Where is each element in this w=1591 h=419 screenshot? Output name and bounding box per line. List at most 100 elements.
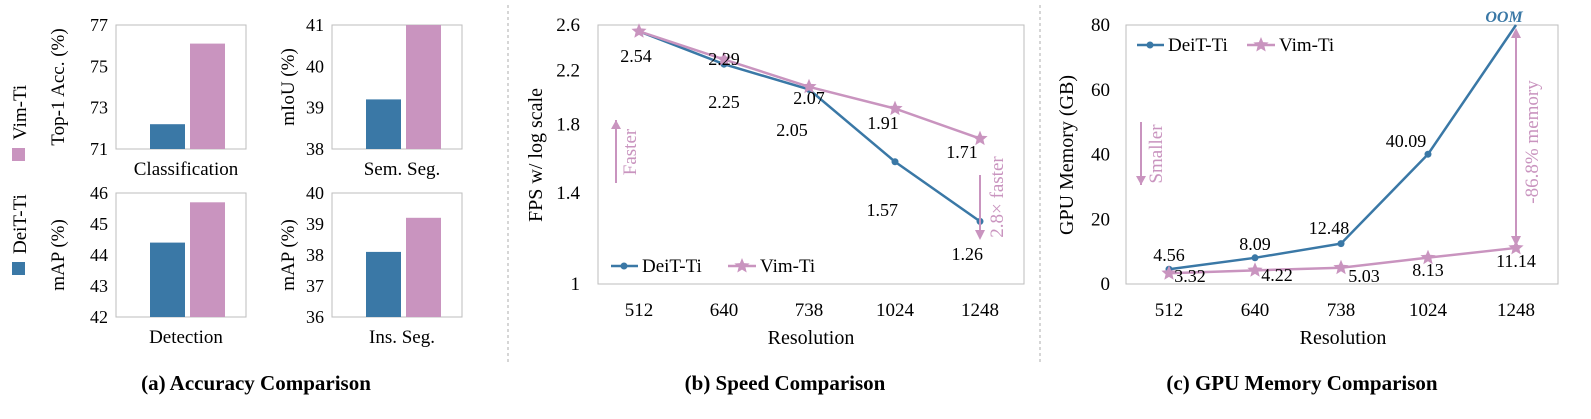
caption-c: (c) GPU Memory Comparison (1166, 371, 1438, 395)
legend-marker-deit (1146, 41, 1154, 49)
y-tick-label: 38 (306, 139, 324, 159)
data-label-vim: 5.03 (1348, 266, 1380, 286)
point-vim (1420, 249, 1436, 265)
x-tick-label: 512 (625, 300, 654, 321)
x-axis-label: Sem. Seg. (364, 159, 441, 180)
y-tick-label: 42 (90, 307, 108, 327)
point-deit (1424, 150, 1432, 158)
bar-deit (150, 124, 185, 149)
y-tick-label: 38 (306, 245, 324, 265)
y-tick-label: 77 (90, 15, 108, 35)
legend-marker-vim (1253, 37, 1269, 52)
x-tick-label: 512 (1155, 300, 1184, 321)
gap-arrow-head (975, 230, 985, 240)
bar-deit (150, 242, 185, 317)
y-tick-label: 1 (571, 274, 581, 295)
y-tick-label: 40 (306, 56, 324, 76)
point-vim (887, 100, 903, 116)
point-deit (891, 158, 899, 166)
y-tick-label: 46 (90, 183, 108, 203)
legend-label-vim: Vim-Ti (10, 85, 31, 140)
y-tick-label: 44 (90, 245, 108, 265)
legend-label-vim: Vim-Ti (760, 256, 815, 277)
x-tick-label: 640 (710, 300, 739, 321)
point-vim (801, 78, 817, 94)
data-label-deit: 2.54 (620, 46, 652, 66)
point-vim (1333, 259, 1349, 275)
data-label-vim: 2.07 (793, 88, 825, 108)
plot-frame (597, 24, 1025, 285)
bar-deit (366, 251, 401, 317)
y-axis-label: mAP (%) (48, 219, 69, 291)
gap-arrow-head (1511, 236, 1521, 246)
data-label-deit: 1.57 (867, 200, 899, 220)
point-vim (972, 130, 988, 146)
legend-marker-deit (620, 262, 628, 270)
y-tick-label: 71 (90, 139, 108, 159)
data-label-deit: 2.05 (776, 120, 808, 140)
y-tick-label: 2.6 (556, 15, 580, 36)
bar-deit (366, 99, 401, 149)
point-deit (1251, 254, 1259, 262)
annotation-smaller: Smaller (1146, 124, 1167, 184)
y-tick-label: 36 (306, 307, 324, 327)
data-label-deit: 2.25 (708, 92, 740, 112)
point-vim (631, 23, 647, 38)
y-tick-label: 80 (1091, 15, 1110, 36)
bar-vim (406, 217, 441, 317)
data-label-deit: 12.48 (1309, 218, 1350, 238)
y-tick-label: 40 (306, 183, 324, 203)
x-axis-label: Ins. Seg. (369, 327, 435, 348)
y-axis-label: GPU Memory (GB) (1056, 75, 1078, 235)
y-tick-label: 37 (306, 276, 324, 296)
plot-frame (1125, 24, 1559, 285)
data-label-vim: 4.22 (1261, 265, 1293, 285)
y-axis-label: Top-1 Acc. (%) (48, 28, 69, 145)
data-label-deit: 8.09 (1239, 234, 1271, 254)
y-axis-label: mAP (%) (278, 219, 299, 291)
legend-swatch-deit (12, 262, 25, 275)
annotation-gap: -86.8% memory (1522, 80, 1543, 204)
y-tick-label: 40 (1091, 145, 1110, 166)
bar-vim (406, 25, 441, 149)
data-label-vim: 3.32 (1174, 266, 1206, 286)
x-tick-label: 640 (1241, 300, 1270, 321)
x-axis-label: Classification (134, 159, 239, 180)
legend-label-deit: DeiT-Ti (1168, 35, 1228, 56)
y-tick-label: 41 (306, 15, 324, 35)
data-label-vim: 11.14 (1496, 251, 1536, 271)
y-tick-label: 1.8 (556, 115, 580, 136)
y-tick-label: 2.2 (556, 60, 580, 81)
legend-swatch-vim (12, 148, 25, 161)
y-tick-label: 43 (90, 276, 108, 296)
x-axis-label: Resolution (1300, 327, 1387, 349)
x-tick-label: 1248 (1497, 300, 1535, 321)
point-vim (716, 51, 732, 66)
legend-label-deit: DeiT-Ti (642, 256, 702, 277)
y-axis-label: mIoU (%) (278, 48, 299, 126)
data-label-vim: 2.29 (708, 49, 740, 69)
smaller-arrow-head (1136, 176, 1146, 185)
point-vim (1161, 265, 1177, 280)
point-deit (1337, 240, 1345, 248)
x-tick-label: 738 (1327, 300, 1356, 321)
legend-label-vim: Vim-Ti (1279, 35, 1334, 56)
y-tick-label: 1.4 (556, 183, 580, 204)
data-label-vim: 1.71 (946, 142, 978, 162)
y-tick-label: 60 (1091, 80, 1110, 101)
y-tick-label: 75 (90, 56, 108, 76)
data-label-vim: 8.13 (1412, 260, 1444, 280)
data-label-deit: 40.09 (1386, 131, 1427, 151)
y-tick-label: 20 (1091, 209, 1110, 230)
y-tick-label: 39 (306, 214, 324, 234)
y-tick-label: 39 (306, 98, 324, 118)
legend-label-deit: DeiT-Ti (10, 194, 31, 254)
x-tick-label: 1248 (961, 300, 999, 321)
annotation-gap: 2.8× faster (987, 156, 1008, 238)
x-axis-label: Detection (149, 327, 223, 348)
caption-a: (a) Accuracy Comparison (141, 371, 371, 395)
bar-vim (190, 43, 225, 149)
gap-arrow-head (1511, 28, 1521, 38)
x-tick-label: 1024 (876, 300, 915, 321)
